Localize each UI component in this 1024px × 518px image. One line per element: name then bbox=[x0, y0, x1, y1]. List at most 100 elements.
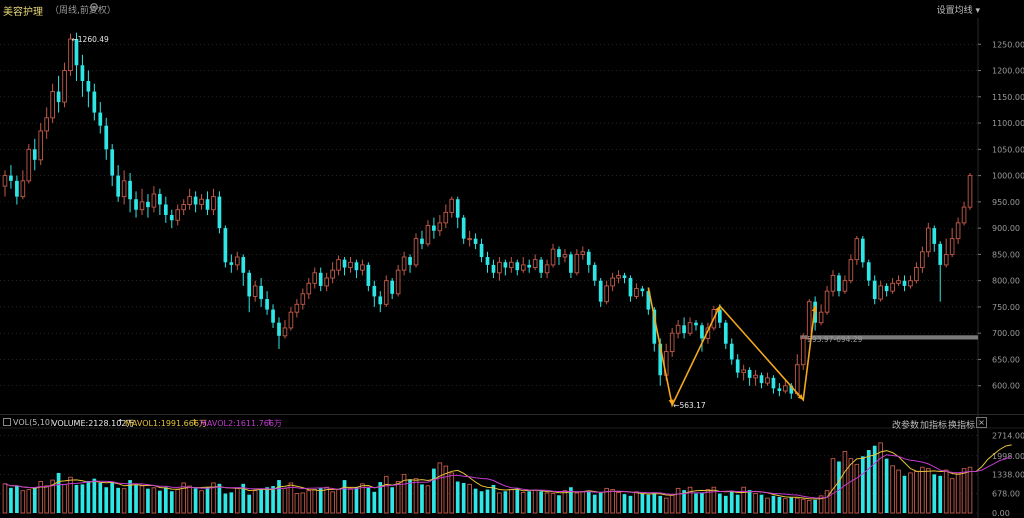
volume-bar-up bbox=[878, 442, 883, 514]
volume-bar-up bbox=[121, 488, 127, 514]
volume-bar-up bbox=[413, 478, 419, 514]
candle-up bbox=[199, 198, 204, 205]
candle-down bbox=[938, 243, 943, 265]
volume-bar-up bbox=[818, 495, 824, 514]
volume-bar-up bbox=[848, 458, 854, 514]
candle-down bbox=[860, 238, 865, 263]
candle-down bbox=[479, 243, 484, 258]
volume-bar-down bbox=[557, 495, 561, 513]
candle-down bbox=[557, 249, 561, 258]
candle-up bbox=[252, 285, 258, 297]
chart-title[interactable]: 美容护理 bbox=[3, 7, 43, 18]
candle-down bbox=[56, 91, 61, 103]
candle-down bbox=[473, 238, 478, 244]
candle-up bbox=[181, 204, 186, 211]
volume-bar-down bbox=[86, 480, 91, 513]
price-tick-label: 1050.00 bbox=[992, 145, 1024, 154]
candle-up bbox=[121, 180, 127, 198]
volume-header: VOL(5,10) VOLUME:2128.102万 ↑ MAVOL1:1991… bbox=[0, 414, 1024, 431]
volume-bar-up bbox=[336, 489, 341, 514]
candle-up bbox=[562, 253, 568, 258]
candle-up bbox=[348, 261, 353, 268]
volume-bar-up bbox=[842, 451, 848, 514]
price-tick-label: 850.00 bbox=[992, 250, 1020, 259]
volume-bar-up bbox=[783, 498, 788, 514]
candle-up bbox=[920, 251, 925, 268]
volume-bar-down bbox=[259, 489, 263, 513]
volume-bar-up bbox=[765, 497, 770, 514]
volume-bar-down bbox=[146, 488, 150, 513]
candle-up bbox=[574, 253, 580, 274]
volume-bar-down bbox=[652, 492, 657, 513]
candle-up bbox=[425, 225, 431, 245]
set-ma-button[interactable]: 设置均线 ▾ bbox=[937, 3, 980, 16]
volume-bar-down bbox=[479, 491, 484, 513]
price-tick-label: 600.00 bbox=[992, 382, 1020, 391]
candle-down bbox=[717, 309, 722, 323]
candle-down bbox=[193, 196, 198, 205]
volume-bar-up bbox=[914, 471, 919, 514]
volume-bar-up bbox=[955, 472, 961, 514]
candle-down bbox=[163, 204, 168, 215]
candle-down bbox=[932, 228, 937, 244]
volume-bar-down bbox=[193, 488, 198, 513]
volume-bar-up bbox=[616, 491, 621, 514]
edit-params-button[interactable]: 改参数 bbox=[892, 421, 920, 431]
candle-down bbox=[116, 175, 121, 197]
candle-down bbox=[759, 375, 764, 384]
candle-down bbox=[9, 175, 13, 181]
volume-bar-up bbox=[282, 487, 288, 514]
candle-down bbox=[652, 309, 657, 344]
candle-down bbox=[146, 201, 150, 208]
volume-bar-up bbox=[926, 468, 931, 514]
add-indicator-button[interactable]: 加指标 bbox=[920, 421, 948, 431]
candle-down bbox=[485, 257, 490, 265]
candle-up bbox=[961, 206, 967, 224]
candle-down bbox=[32, 149, 37, 160]
volume-bar-up bbox=[544, 492, 550, 514]
candle-down bbox=[866, 262, 871, 281]
volume-bar-down bbox=[163, 487, 168, 513]
volume-bar-down bbox=[473, 488, 478, 513]
volume-bar-up bbox=[949, 478, 955, 514]
gear-icon[interactable] bbox=[89, 2, 99, 12]
candle-down bbox=[777, 388, 782, 391]
volume-bar-up bbox=[449, 472, 455, 514]
candle-up bbox=[616, 274, 621, 279]
switch-indicator-button[interactable]: 换指标 bbox=[948, 421, 976, 431]
volume-bar-down bbox=[205, 487, 210, 513]
volume-bar-up bbox=[437, 462, 443, 514]
volume-bar-down bbox=[229, 492, 234, 513]
volume-bar-up bbox=[187, 485, 192, 514]
volume-bar-down bbox=[98, 482, 103, 513]
candle-up bbox=[610, 277, 615, 287]
volume-bar-up bbox=[235, 487, 240, 514]
candle-down bbox=[569, 254, 573, 273]
candle-up bbox=[324, 277, 329, 287]
volume-bar-up bbox=[908, 472, 913, 514]
volume-bar-up bbox=[348, 487, 353, 514]
volume-bar-up bbox=[830, 458, 836, 514]
volume-bar-down bbox=[503, 491, 508, 513]
candle-up bbox=[187, 196, 192, 205]
volume-bar-up bbox=[610, 489, 615, 514]
candle-up bbox=[282, 327, 288, 337]
volume-bar-down bbox=[884, 458, 889, 513]
volume-bar-down bbox=[265, 487, 269, 513]
candle-down bbox=[503, 262, 508, 268]
volume-bar-down bbox=[682, 490, 686, 513]
volume-bar-up bbox=[68, 476, 73, 514]
candle-up bbox=[44, 117, 49, 132]
volume-bar-up bbox=[300, 492, 306, 514]
candle-down bbox=[247, 272, 252, 297]
price-tick-label: 1150.00 bbox=[992, 93, 1024, 102]
candle-up bbox=[50, 91, 55, 119]
candle-up bbox=[544, 264, 550, 274]
zigzag-arrowhead bbox=[811, 305, 818, 312]
volume-bar-up bbox=[443, 465, 449, 514]
volume-bar-up bbox=[62, 483, 67, 514]
close-icon[interactable]: × bbox=[976, 417, 987, 428]
volume-bar-up bbox=[675, 487, 681, 514]
volume-bar-down bbox=[622, 494, 627, 513]
candle-down bbox=[455, 199, 460, 218]
